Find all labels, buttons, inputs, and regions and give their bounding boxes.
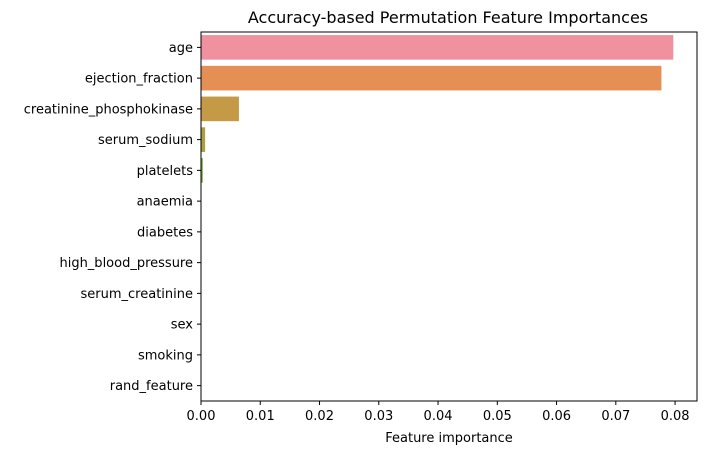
y-tick-label: serum_sodium [98,133,193,148]
y-tick-label: smoking [138,348,193,363]
x-tick-label: 0.03 [364,409,393,424]
y-tick-label: anaemia [137,195,193,210]
y-tick-label: rand_feature [110,379,193,394]
x-tick-label: 0.05 [483,409,512,424]
bar [201,96,239,122]
y-tick-label: high_blood_pressure [59,256,193,271]
x-axis: 0.00 0.01 0.02 0.03 0.04 0.05 0.06 0.07 0.08 [187,401,690,424]
y-tick-label: age [169,41,193,56]
bar [201,158,203,183]
x-axis-label: Feature importance [385,431,513,446]
y-tick-label: sex [171,318,194,333]
y-tick-label: platelets [137,164,194,179]
bars-layer [201,35,674,183]
plot-frame [200,31,698,402]
x-tick-label: 0.06 [542,409,571,424]
y-tick-label: ejection_fraction [85,72,193,87]
x-tick-label: 0.07 [601,409,630,424]
x-tick-label: 0.04 [424,409,453,424]
bar [201,127,206,152]
bar [201,35,674,60]
x-tick-label: 0.01 [246,409,275,424]
y-tick-label: serum_creatinine [81,287,194,302]
bar [201,65,662,91]
x-tick-label: 0.00 [187,409,216,424]
chart-title: Accuracy-based Permutation Feature Impor… [248,8,648,27]
y-tick-label: diabetes [137,225,193,240]
y-axis: age ejection_fraction creatinine_phosphoki… [24,41,201,394]
x-tick-label: 0.02 [305,409,334,424]
x-tick-label: 0.08 [661,409,690,424]
y-tick-label: creatinine_phosphokinase [24,102,193,117]
